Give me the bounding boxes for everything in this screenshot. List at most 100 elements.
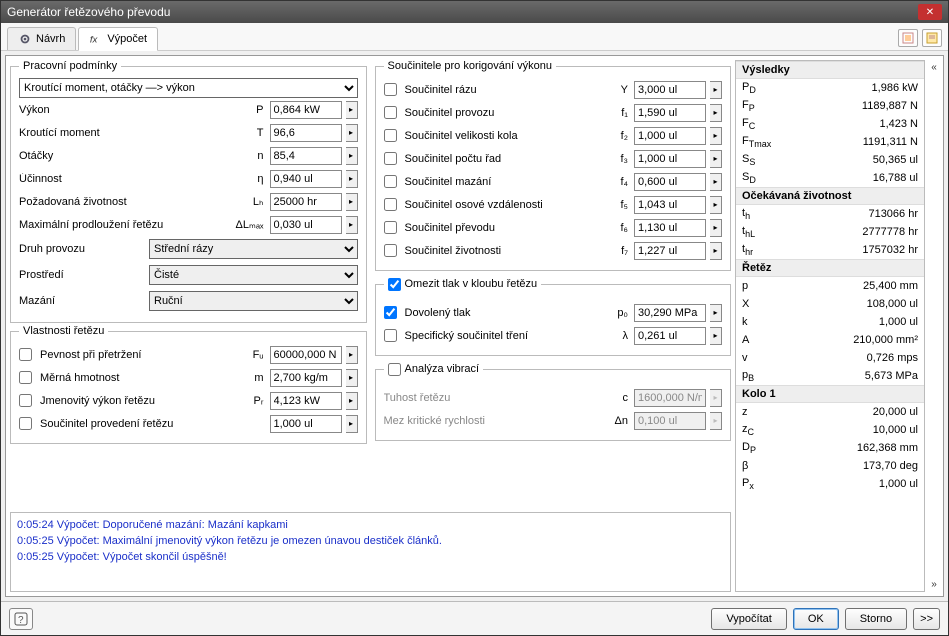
flyout-arrow[interactable]: ▸ — [710, 196, 722, 214]
row-checkbox[interactable] — [19, 371, 32, 384]
row-symbol: Lₕ — [236, 195, 266, 208]
body: Pracovní podmínky Kroutící moment, otáčk… — [5, 55, 944, 597]
flyout-arrow[interactable]: ▸ — [710, 173, 722, 191]
flyout-arrow[interactable]: ▸ — [710, 104, 722, 122]
row-value[interactable] — [634, 104, 706, 122]
limit-checkbox[interactable]: Omezit tlak v kloubu řetězu — [388, 273, 538, 295]
flyout-arrow[interactable]: ▸ — [710, 219, 722, 237]
flyout-arrow[interactable]: ▸ — [346, 392, 358, 410]
row-value[interactable] — [634, 242, 706, 260]
row-label: Jmenovitý výkon řetězu — [40, 395, 232, 407]
flyout-arrow[interactable]: ▸ — [346, 415, 358, 433]
flyout-arrow[interactable]: ▸ — [710, 327, 722, 345]
results-header: Výsledky — [736, 61, 924, 79]
results-row: thr1757032 hr — [736, 241, 924, 259]
flyout-arrow[interactable]: ▸ — [346, 193, 358, 211]
collapse-top[interactable]: « — [931, 62, 937, 73]
flyout-arrow[interactable]: ▸ — [710, 304, 722, 322]
tab-calc[interactable]: fx Výpočet — [78, 27, 158, 51]
flyout-arrow[interactable]: ▸ — [346, 216, 358, 234]
row-value[interactable] — [270, 170, 342, 188]
row-value[interactable] — [270, 216, 342, 234]
row-checkbox[interactable] — [19, 348, 32, 361]
group-chainprops: Vlastnosti řetězu Pevnost při přetrženíF… — [10, 325, 367, 444]
row-symbol: m — [236, 372, 266, 384]
flyout-arrow[interactable]: ▸ — [346, 124, 358, 142]
flyout-arrow[interactable]: ▸ — [346, 369, 358, 387]
flyout-arrow[interactable]: ▸ — [710, 150, 722, 168]
results-panel[interactable]: VýsledkyPD1,986 kWFP1189,887 NFC1,423 NF… — [735, 60, 925, 592]
row-value[interactable] — [634, 127, 706, 145]
row-value[interactable] — [634, 173, 706, 191]
calc-button[interactable]: Vypočítat — [711, 608, 786, 630]
collapse-bottom[interactable]: » — [931, 579, 937, 590]
row-symbol: c — [600, 392, 630, 404]
row-value[interactable] — [634, 81, 706, 99]
row-symbol: Y — [600, 84, 630, 96]
tab-design[interactable]: Návrh — [7, 27, 76, 50]
row-value[interactable] — [270, 101, 342, 119]
row-value[interactable] — [270, 147, 342, 165]
row-value[interactable] — [634, 304, 706, 322]
ok-button[interactable]: OK — [793, 608, 839, 630]
select-lube[interactable]: Ruční — [149, 291, 358, 311]
row-checkbox[interactable] — [384, 175, 397, 188]
flyout-arrow[interactable]: ▸ — [346, 101, 358, 119]
log-line: 0:05:24 Výpočet: Doporučené mazání: Mazá… — [17, 517, 724, 533]
side-grips: « » — [929, 60, 939, 592]
toolbar-icon-1[interactable] — [898, 29, 918, 47]
group-coeffs: Součinitele pro korigování výkonu Součin… — [375, 60, 732, 271]
tab-design-label: Návrh — [36, 33, 65, 45]
row-checkbox[interactable] — [384, 152, 397, 165]
row-value[interactable] — [634, 150, 706, 168]
row-value[interactable] — [270, 124, 342, 142]
toolbar-icon-2[interactable] — [922, 29, 942, 47]
row-label: Součinitel provozu — [405, 107, 597, 119]
row-value[interactable] — [270, 415, 342, 433]
flyout-arrow[interactable]: ▸ — [346, 170, 358, 188]
vibr-checkbox[interactable]: Analýza vibrací — [388, 358, 480, 380]
row-symbol: f₆ — [600, 222, 630, 234]
cancel-button[interactable]: Storno — [845, 608, 907, 630]
row-checkbox[interactable] — [384, 306, 397, 319]
row-value[interactable] — [270, 193, 342, 211]
row-value[interactable] — [270, 346, 342, 364]
main-mode-select[interactable]: Kroutící moment, otáčky —> výkon — [19, 78, 358, 98]
row-checkbox[interactable] — [384, 221, 397, 234]
row-symbol: ΔLₘₐₓ — [236, 218, 266, 231]
svg-text:?: ? — [18, 615, 24, 626]
flyout-arrow[interactable]: ▸ — [710, 127, 722, 145]
row-checkbox[interactable] — [19, 417, 32, 430]
row-label: Tuhost řetězu — [384, 392, 597, 404]
select-oper[interactable]: Střední rázy — [149, 239, 358, 259]
flyout-arrow[interactable]: ▸ — [710, 242, 722, 260]
close-button[interactable]: ✕ — [918, 4, 942, 20]
row-checkbox[interactable] — [384, 244, 397, 257]
row-checkbox[interactable] — [384, 129, 397, 142]
row-checkbox[interactable] — [19, 394, 32, 407]
row-value[interactable] — [270, 369, 342, 387]
row-label: Požadovaná životnost — [19, 196, 232, 208]
select-env[interactable]: Čisté — [149, 265, 358, 285]
row-label: Měrná hmotnost — [40, 372, 232, 384]
row-value[interactable] — [634, 327, 706, 345]
group-coeffs-title: Součinitele pro korigování výkonu — [384, 60, 556, 72]
row-label: Součinitel osové vzdálenosti — [405, 199, 597, 211]
row-checkbox[interactable] — [384, 106, 397, 119]
row-value[interactable] — [634, 219, 706, 237]
row-value[interactable] — [270, 392, 342, 410]
more-button[interactable]: >> — [913, 608, 940, 630]
flyout-arrow[interactable]: ▸ — [346, 346, 358, 364]
flyout-arrow[interactable]: ▸ — [346, 147, 358, 165]
results-row: k1,000 ul — [736, 313, 924, 331]
row-symbol: Fᵤ — [236, 349, 266, 361]
row-label: Součinitel mazání — [405, 176, 597, 188]
help-button[interactable]: ? — [9, 608, 33, 630]
flyout-arrow[interactable]: ▸ — [710, 81, 722, 99]
row-checkbox[interactable] — [384, 329, 397, 342]
results-row: SS50,365 ul — [736, 151, 924, 169]
row-checkbox[interactable] — [384, 83, 397, 96]
row-symbol: f₃ — [600, 153, 630, 165]
row-value[interactable] — [634, 196, 706, 214]
row-checkbox[interactable] — [384, 198, 397, 211]
